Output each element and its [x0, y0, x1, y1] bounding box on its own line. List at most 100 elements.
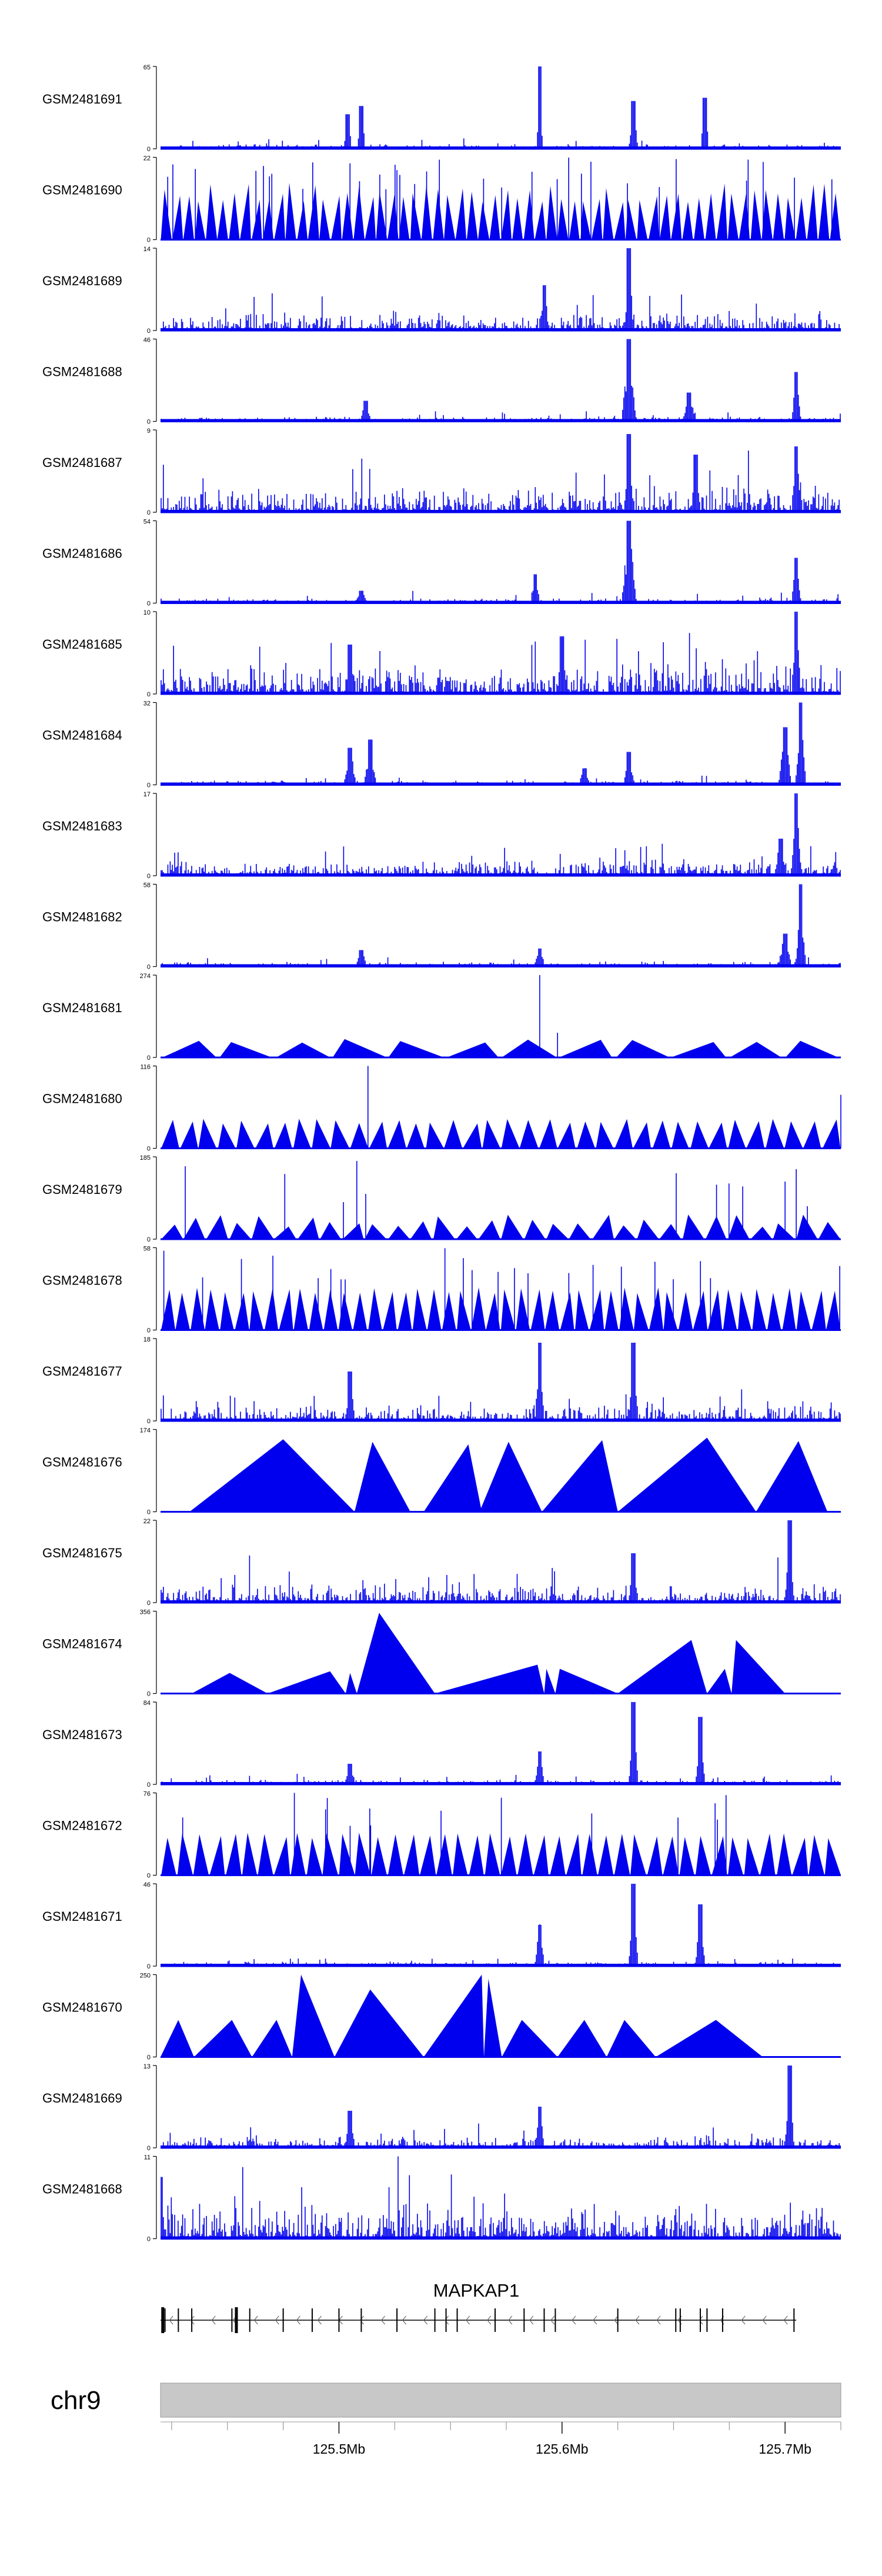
- y-min-label: 0: [147, 782, 151, 789]
- coverage-triangle: [767, 1293, 781, 1330]
- coverage-triangle: [649, 1287, 664, 1330]
- coverage-triangle: [262, 199, 274, 240]
- coverage-triangle: [512, 198, 523, 240]
- coverage-triangle: [591, 199, 603, 240]
- y-max-label: 13: [143, 2063, 151, 2070]
- coverage-signal: [161, 520, 841, 603]
- track-label: GSM2481678: [42, 1273, 122, 1288]
- coverage-triangle: [404, 1834, 420, 1876]
- coverage-triangle: [478, 1220, 500, 1239]
- coverage-triangle: [189, 1439, 355, 1512]
- track-label: GSM2481669: [42, 2091, 122, 2105]
- coverage-triangle: [350, 1123, 369, 1149]
- coverage-triangle: [796, 1291, 811, 1330]
- chromosome-track: chr9: [51, 2383, 841, 2418]
- coverage-triangle: [220, 1292, 234, 1330]
- coverage-triangle: [242, 1833, 258, 1876]
- coverage-triangle: [388, 1041, 444, 1057]
- coverage-triangle: [727, 193, 739, 240]
- coverage-triangle: [161, 1289, 176, 1330]
- gene-exon: [178, 2308, 179, 2332]
- coverage-triangle: [412, 1289, 427, 1330]
- y-max-label: 356: [140, 1609, 151, 1616]
- coverage-triangle: [435, 1664, 544, 1694]
- y-min-label: 0: [147, 2145, 151, 2152]
- coverage-triangle: [397, 1292, 412, 1330]
- coverage-triangle: [678, 1292, 693, 1330]
- coverage-triangle: [730, 1042, 781, 1057]
- y-min-label: 0: [147, 1146, 151, 1153]
- strand-arrow: [444, 2315, 449, 2325]
- track-label: GSM2481687: [42, 455, 122, 470]
- gene-exon: [523, 2308, 525, 2332]
- coverage-triangle: [569, 201, 580, 240]
- coverage-triangle: [625, 200, 637, 240]
- strand-arrow: [465, 2315, 470, 2325]
- coverage-triangle: [489, 195, 500, 240]
- y-max-label: 22: [143, 155, 151, 162]
- track-GSM2481678: GSM2481678 58 0: [42, 1246, 841, 1334]
- coverage-triangle: [442, 1292, 456, 1330]
- coverage-triangle: [604, 1290, 619, 1330]
- coverage-triangle: [479, 1442, 542, 1512]
- coverage-triangle: [557, 1122, 576, 1149]
- coverage-triangle: [420, 1836, 436, 1876]
- gene-exon: [456, 2308, 458, 2332]
- coverage-triangle: [723, 1289, 737, 1330]
- coverage-triangle: [760, 1833, 776, 1876]
- coverage-triangle: [193, 2020, 252, 2057]
- track-GSM2481687: GSM2481687 9 0: [42, 428, 841, 516]
- coverage-triangle: [633, 1122, 652, 1149]
- x-tick-label: 125.6Mb: [536, 2441, 589, 2457]
- coverage-triangle: [399, 196, 410, 240]
- coverage-triangle: [387, 1120, 406, 1149]
- coverage-triangle: [285, 182, 296, 240]
- coverage-triangle: [218, 1123, 236, 1149]
- coverage-triangle: [744, 1838, 760, 1876]
- coverage-triangle: [782, 1288, 796, 1330]
- coverage-triangle: [453, 1833, 468, 1876]
- coverage-floor: [161, 1782, 841, 1784]
- coverage-triangle: [293, 1119, 311, 1149]
- coverage-triangle: [330, 1120, 350, 1149]
- track-GSM2481684: GSM2481684 32 0: [42, 700, 841, 789]
- coverage-triangle: [205, 1289, 219, 1330]
- coverage-triangle: [637, 199, 648, 240]
- coverage-triangle: [728, 1837, 744, 1876]
- coverage-triangle: [683, 1214, 704, 1239]
- coverage-triangle: [695, 1836, 711, 1876]
- coverage-triangle: [589, 1289, 604, 1330]
- coverage-signal: [161, 612, 841, 694]
- gene-track: MAPKAP1: [161, 2280, 797, 2333]
- coverage-triangle: [249, 1291, 264, 1330]
- coverage-triangle: [830, 193, 841, 240]
- coverage-triangle: [433, 1216, 455, 1239]
- track-GSM2481690: GSM2481690 22 0: [42, 155, 841, 244]
- coverage-triangle: [339, 1834, 355, 1876]
- y-max-label: 22: [143, 1518, 151, 1525]
- coverage-floor: [161, 1600, 841, 1603]
- strand-arrow: [211, 2315, 216, 2325]
- coverage-triangle: [616, 1040, 670, 1057]
- coverage-triangle: [756, 1441, 828, 1512]
- coverage-triangle: [690, 1121, 709, 1149]
- strand-arrow: [486, 2315, 492, 2325]
- coverage-triangle: [652, 1120, 671, 1149]
- coverage-triangle: [728, 1119, 746, 1149]
- coverage-triangle: [603, 188, 614, 240]
- track-label: GSM2481675: [42, 1546, 122, 1560]
- coverage-triangle: [752, 1289, 767, 1330]
- coverage-tracks: GSM2481691650GSM2481690220GSM2481689140G…: [42, 64, 841, 2243]
- coverage-triangle: [319, 199, 330, 240]
- coverage-triangle: [606, 2020, 656, 2057]
- track-label: GSM2481672: [42, 1818, 122, 1833]
- gene-exon: [679, 2308, 681, 2332]
- coverage-signal: [161, 339, 841, 422]
- coverage-triangle: [784, 1121, 803, 1149]
- y-max-label: 17: [143, 791, 151, 798]
- coverage-triangle: [524, 1220, 546, 1239]
- coverage-triangle: [545, 1290, 560, 1330]
- y-max-label: 32: [143, 700, 151, 708]
- strand-arrow: [275, 2315, 279, 2325]
- coverage-signal: [161, 1884, 841, 1966]
